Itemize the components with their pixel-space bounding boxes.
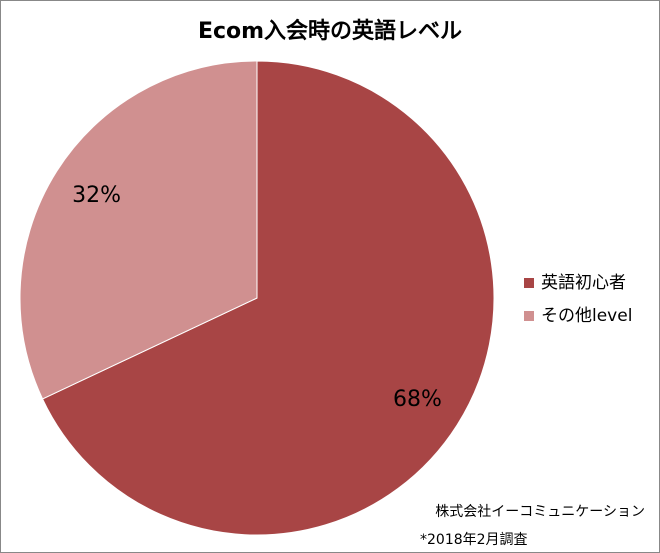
legend-swatch [524, 311, 534, 321]
pie-slice [41, 60, 495, 536]
legend-label: 英語初心者 [541, 273, 626, 293]
legend-swatch [524, 278, 534, 288]
note: *2018年2月調査 [420, 532, 528, 548]
legend-label: その他level [541, 306, 632, 326]
pie-slice [19, 60, 258, 400]
chart-title: Ecom入会時の英語レベル [198, 18, 462, 44]
data-label: 68% [393, 387, 442, 412]
note: 株式会社イーコミュニケーション [435, 504, 645, 520]
data-label: 32% [72, 183, 121, 208]
